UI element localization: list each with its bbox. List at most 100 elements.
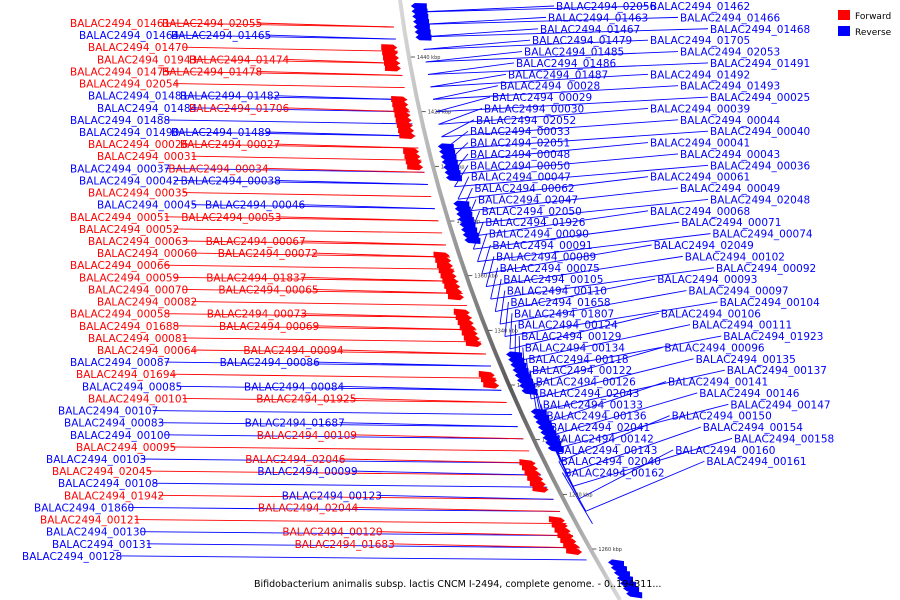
leader-line <box>173 34 396 40</box>
gene-label: BALAC2494_02040 <box>561 456 661 468</box>
gene-label: BALAC2494_00051 <box>70 212 170 224</box>
gene-forward <box>394 111 411 119</box>
gene-label: BALAC2494_02056 <box>556 1 657 13</box>
leader-line <box>465 199 709 225</box>
leader-line <box>313 325 477 331</box>
leader-line <box>164 313 472 319</box>
leader-line <box>170 446 530 452</box>
gene-label: BALAC2494_02041 <box>550 422 650 434</box>
leader-line <box>421 28 709 38</box>
gene-label: BALAC2494_00094 <box>243 345 344 357</box>
leader-line <box>312 252 451 258</box>
gene-forward <box>433 251 450 259</box>
leader-line <box>499 290 506 325</box>
gene-label: BALAC2494_00043 <box>680 149 780 161</box>
leader-line <box>486 255 683 288</box>
leader-line <box>432 85 499 100</box>
gene-label: BALAC2494_00041 <box>650 138 750 150</box>
leader-line <box>283 58 401 64</box>
gene-label: BALAC2494_01465 <box>171 30 271 42</box>
gene-label: BALAC2494_00083 <box>64 418 164 430</box>
gene-label: BALAC2494_00033 <box>470 126 570 138</box>
leader-line <box>191 58 401 64</box>
gene-label: BALAC2494_01485 <box>524 47 624 59</box>
leader-line <box>116 555 587 561</box>
leader-line <box>421 28 539 38</box>
gene-label: BALAC2494_00143 <box>557 445 657 457</box>
gene-label: BALAC2494_02048 <box>710 194 810 206</box>
gene-forward <box>566 547 583 555</box>
leader-line <box>536 369 725 412</box>
gene-label: BALAC2494_01860 <box>34 502 134 514</box>
leader-line <box>433 85 679 100</box>
gene-label: BALAC2494_01492 <box>650 69 750 81</box>
gene-label: BALAC2494_00039 <box>650 103 750 115</box>
gene-reverse <box>440 153 457 161</box>
gene-reverse <box>441 159 458 166</box>
tick-label: 1260 kbp <box>598 547 622 553</box>
leader-line <box>566 426 701 475</box>
leader-line <box>191 107 410 113</box>
gene-label: BALAC2494_00090 <box>489 229 589 241</box>
leader-line <box>338 349 486 355</box>
gene-forward <box>532 485 549 493</box>
gene-label: BALAC2494_00121 <box>40 515 140 527</box>
gene-label: BALAC2494_01837 <box>206 272 306 284</box>
gene-label: BALAC2494_00036 <box>710 160 811 172</box>
gene-reverse <box>506 351 523 359</box>
gene-label: BALAC2494_00067 <box>206 236 306 248</box>
gene-label: BALAC2494_02055 <box>162 18 262 30</box>
gene-forward <box>383 59 400 67</box>
leader-line <box>152 482 548 488</box>
gene-label: BALAC2494_02050 <box>482 206 582 218</box>
gene-label: BALAC2494_00097 <box>688 286 788 298</box>
gene-forward <box>446 287 463 295</box>
gene-reverse <box>540 429 557 437</box>
leader-line <box>554 403 729 450</box>
leader-line <box>477 233 711 263</box>
gene-label: BALAC2494_00124 <box>518 320 619 332</box>
leader-line <box>164 119 413 125</box>
leader-line <box>191 252 450 258</box>
leader-line <box>275 179 428 185</box>
gene-label: BALAC2494_02045 <box>52 466 152 478</box>
leader-line <box>572 438 733 487</box>
leader-line <box>173 325 477 331</box>
gene-label: BALAC2494_00118 <box>528 354 628 366</box>
leader-line <box>134 519 567 525</box>
gene-label: BALAC2494_00045 <box>97 200 197 212</box>
gene-reverse <box>415 34 432 41</box>
gene-label: BALAC2494_00048 <box>470 149 570 161</box>
leader-line <box>339 422 518 428</box>
leader-line <box>548 392 698 437</box>
gene-label: BALAC2494_01706 <box>189 103 290 115</box>
gene-label: BALAC2494_00068 <box>650 206 750 218</box>
gene-label: BALAC2494_00154 <box>703 422 804 434</box>
leader-line <box>419 16 547 25</box>
gene-label: BALAC2494_00047 <box>471 172 571 184</box>
leader-line <box>435 96 491 113</box>
gene-label: BALAC2494_01478 <box>162 66 262 78</box>
leader-line <box>191 204 435 210</box>
gene-label: BALAC2494_01489 <box>171 127 271 139</box>
gene-label: BALAC2494_00034 <box>168 163 269 175</box>
leader-line <box>176 385 502 391</box>
gene-label: BALAC2494_00134 <box>525 342 626 354</box>
gene-label: BALAC2494_02053 <box>680 47 780 59</box>
gene-label: BALAC2494_00160 <box>675 445 775 457</box>
leader-line <box>451 153 679 175</box>
leader-line <box>182 95 408 101</box>
leader-line <box>170 373 497 379</box>
gene-reverse <box>410 3 427 10</box>
leader-line <box>164 434 524 440</box>
gene-label: BALAC2494_00128 <box>22 551 122 563</box>
leader-line <box>389 543 580 549</box>
leader-line <box>300 240 447 246</box>
gene-label: BALAC2494_00081 <box>88 333 188 345</box>
gene-label: BALAC2494_00108 <box>58 478 158 490</box>
gene-forward <box>396 121 413 129</box>
gene-label: BALAC2494_01482 <box>180 91 280 103</box>
leader-line <box>265 131 416 137</box>
leader-line <box>562 472 593 524</box>
